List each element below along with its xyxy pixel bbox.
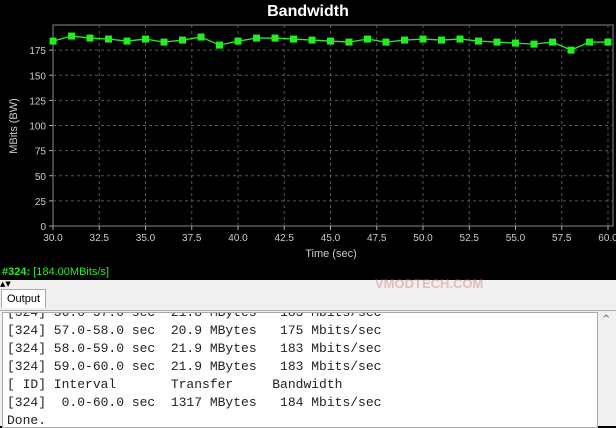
x-tick-label: 60.0	[598, 233, 616, 244]
scroll-up-icon[interactable]: ^	[602, 314, 611, 325]
data-point	[567, 46, 575, 54]
data-point	[197, 33, 205, 41]
data-point	[123, 37, 131, 45]
output-lines: [324] 56.0-57.0 sec 21.8 MBytes 183 Mbit…	[7, 312, 382, 428]
y-axis-label: MBits (BW)	[8, 98, 20, 154]
output-textarea[interactable]: [324] 56.0-57.0 sec 21.8 MBytes 183 Mbit…	[2, 312, 598, 428]
data-point	[475, 37, 482, 45]
data-point	[160, 38, 168, 46]
x-tick-label: 30.0	[43, 233, 63, 244]
x-tick-label: 57.5	[552, 233, 572, 244]
output-line: Done.	[7, 413, 47, 428]
vertical-scrollbar[interactable]: ^	[598, 312, 615, 426]
bandwidth-chart: Bandwidth 0 25 50 75 100 125 150 175 30.0 32.5 35.0…	[8, 3, 616, 260]
data-point	[308, 36, 316, 44]
output-line: [324] 57.0-58.0 sec 20.9 MBytes 175 Mbit…	[7, 323, 382, 338]
data-point	[271, 34, 279, 42]
data-point	[49, 37, 57, 45]
tab-divider	[0, 310, 616, 311]
data-point	[68, 32, 75, 40]
data-point	[549, 38, 556, 46]
data-point	[530, 40, 538, 48]
data-point	[253, 34, 260, 42]
x-tick-label: 55.0	[506, 233, 526, 244]
data-point	[290, 35, 297, 43]
data-point	[493, 38, 501, 46]
data-point	[327, 37, 334, 45]
y-tick-label: 125	[29, 96, 46, 107]
data-point	[179, 36, 186, 44]
data-point	[586, 38, 593, 46]
status-readout: #324: [184.00MBits/s]	[2, 266, 109, 278]
y-tick-label: 0	[40, 222, 46, 233]
data-point	[216, 41, 223, 49]
data-point	[512, 39, 519, 47]
current-bandwidth: [184.00MBits/s]	[33, 266, 110, 278]
output-panel: Output [324] 56.0-57.0 sec 21.8 MBytes 1…	[0, 288, 616, 428]
y-tick-label: 50	[35, 172, 47, 183]
output-line: [324] 58.0-59.0 sec 21.9 MBytes 183 Mbit…	[7, 341, 382, 356]
y-tick-label: 25	[35, 197, 47, 208]
data-point	[142, 35, 149, 43]
data-point	[382, 38, 390, 46]
chart-title: Bandwidth	[267, 3, 349, 20]
splitter-arrows-icon[interactable]: ▲▼	[0, 280, 11, 288]
data-point	[419, 35, 427, 43]
output-line: [324] 0.0-60.0 sec 1317 MBytes 184 Mbits…	[7, 395, 382, 410]
data-point	[345, 38, 353, 46]
y-tick-label: 100	[29, 122, 46, 133]
data-point	[438, 36, 445, 44]
x-tick-label: 50.0	[413, 233, 433, 244]
x-tick-label: 32.5	[90, 233, 110, 244]
output-line: [ ID] Interval Transfer Bandwidth	[7, 377, 343, 392]
stream-id: #324:	[2, 266, 31, 278]
x-tick-label: 45.0	[321, 233, 341, 244]
y-tick-label: 75	[35, 147, 47, 158]
data-point	[456, 35, 464, 43]
y-tick-label: 150	[29, 71, 46, 82]
x-axis-label: Time (sec)	[305, 248, 357, 260]
output-line: [324] 59.0-60.0 sec 21.9 MBytes 183 Mbit…	[7, 359, 382, 374]
x-tick-label: 42.5	[275, 233, 295, 244]
x-tick-label: 40.0	[228, 233, 248, 244]
watermark: VMODTECH.COM	[375, 276, 484, 291]
x-tick-label: 37.5	[182, 233, 202, 244]
data-point	[105, 35, 112, 43]
data-point	[364, 35, 371, 43]
data-point	[234, 37, 242, 45]
tab-output[interactable]: Output	[1, 289, 47, 308]
data-point	[604, 38, 612, 46]
output-line: [324] 56.0-57.0 sec 21.8 MBytes 183 Mbit…	[7, 312, 382, 320]
y-tick-label: 175	[29, 46, 46, 57]
data-point	[401, 36, 408, 44]
x-tick-label: 52.5	[460, 233, 480, 244]
x-tick-label: 47.5	[367, 233, 387, 244]
splitter-handle[interactable]: ▲▼	[0, 280, 616, 288]
x-tick-label: 35.0	[136, 233, 156, 244]
data-point	[86, 34, 94, 42]
